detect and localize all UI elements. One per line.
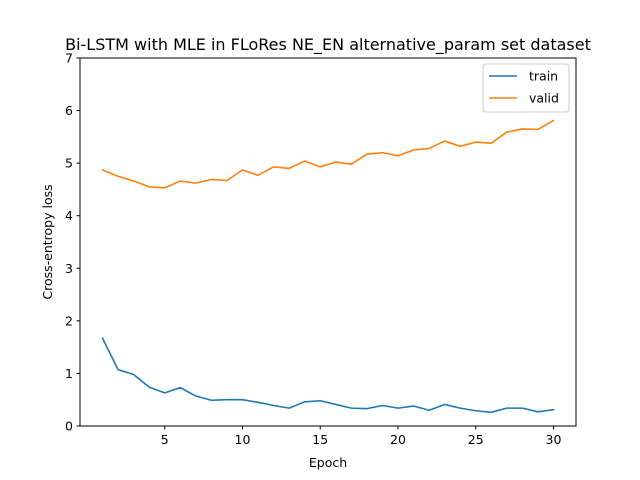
legend-label-train: train	[529, 69, 558, 84]
y-axis-label: Cross-entropy loss	[40, 184, 55, 299]
y-tick-label: 7	[65, 51, 73, 66]
y-tick-label: 2	[65, 313, 73, 328]
series-line-valid	[101, 119, 555, 189]
plot-frame	[79, 57, 577, 427]
y-tick-label: 5	[65, 156, 73, 171]
x-tick-label: 15	[312, 432, 328, 447]
legend-label-valid: valid	[529, 91, 559, 106]
series-layer	[101, 119, 555, 414]
y-axis-ticks: 0 1 2 3 4 5 6 7	[65, 51, 80, 434]
y-tick-label: 6	[65, 103, 73, 118]
x-tick-label: 20	[390, 432, 406, 447]
x-tick-label: 25	[468, 432, 484, 447]
legend-items: train valid	[489, 69, 559, 106]
chart-title: Bi-LSTM with MLE in FLoRes NE_EN alterna…	[65, 35, 591, 55]
x-tick-label: 30	[546, 432, 562, 447]
x-tick-label: 10	[235, 432, 251, 447]
x-tick-label: 5	[161, 432, 169, 447]
x-axis-label: Epoch	[309, 455, 347, 470]
series-line-train	[101, 337, 555, 414]
legend: train valid	[482, 63, 570, 113]
y-tick-label: 3	[65, 261, 73, 276]
y-tick-label: 0	[65, 419, 73, 434]
y-tick-label: 4	[65, 208, 73, 223]
y-tick-label: 1	[65, 366, 73, 381]
x-axis-ticks: 5 10 15 20 25 30	[161, 426, 562, 447]
plot-area	[79, 57, 577, 427]
